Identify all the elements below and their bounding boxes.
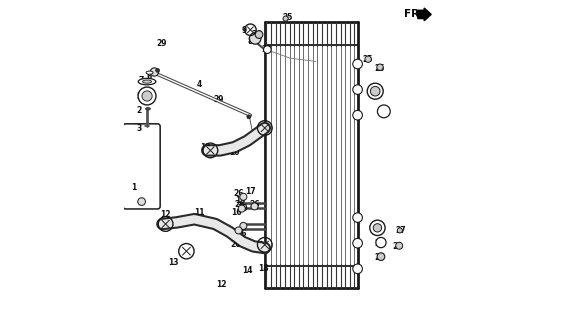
Text: 15: 15 xyxy=(236,196,246,204)
Ellipse shape xyxy=(143,80,152,83)
Circle shape xyxy=(235,227,242,234)
Text: 3: 3 xyxy=(137,124,142,132)
Circle shape xyxy=(247,115,250,119)
Text: 26: 26 xyxy=(235,200,245,209)
Text: 1: 1 xyxy=(131,183,136,192)
FancyBboxPatch shape xyxy=(123,124,160,209)
Ellipse shape xyxy=(145,108,151,110)
Text: 27: 27 xyxy=(395,226,406,235)
Text: 19: 19 xyxy=(370,87,381,96)
Text: 11: 11 xyxy=(194,208,204,217)
Circle shape xyxy=(397,228,402,233)
Ellipse shape xyxy=(146,71,153,74)
Text: 25: 25 xyxy=(362,55,373,64)
Circle shape xyxy=(251,203,258,210)
Text: 23: 23 xyxy=(261,45,272,54)
Circle shape xyxy=(396,242,403,249)
Circle shape xyxy=(353,238,362,248)
Circle shape xyxy=(238,205,245,212)
Circle shape xyxy=(370,86,380,96)
Circle shape xyxy=(370,220,385,236)
Circle shape xyxy=(156,68,160,72)
Text: 26: 26 xyxy=(236,229,247,238)
Circle shape xyxy=(353,110,362,120)
Circle shape xyxy=(353,264,362,274)
Text: 16: 16 xyxy=(231,208,242,217)
Text: 9: 9 xyxy=(241,26,247,35)
Circle shape xyxy=(249,33,261,44)
Circle shape xyxy=(142,91,152,101)
Text: 12: 12 xyxy=(240,138,251,147)
FancyArrow shape xyxy=(417,8,431,21)
Circle shape xyxy=(138,198,145,205)
Circle shape xyxy=(365,56,371,62)
Text: 22: 22 xyxy=(375,239,385,248)
Text: 2: 2 xyxy=(137,106,142,115)
Text: 12: 12 xyxy=(160,210,171,219)
Text: 28: 28 xyxy=(375,253,385,262)
Text: 6: 6 xyxy=(147,72,152,81)
Text: 7: 7 xyxy=(139,76,144,85)
Text: FR.: FR. xyxy=(404,9,423,20)
Text: 25: 25 xyxy=(375,64,385,73)
Text: 26: 26 xyxy=(233,189,244,198)
Text: 10: 10 xyxy=(229,148,240,156)
Text: 12: 12 xyxy=(201,143,211,152)
Text: 21: 21 xyxy=(392,242,403,251)
Text: 20: 20 xyxy=(371,224,382,233)
Circle shape xyxy=(240,193,247,200)
Circle shape xyxy=(353,85,362,94)
Text: 29: 29 xyxy=(157,39,167,48)
Circle shape xyxy=(255,31,263,38)
Circle shape xyxy=(264,46,271,53)
Circle shape xyxy=(353,213,362,222)
Circle shape xyxy=(373,224,382,232)
Text: 23: 23 xyxy=(378,108,389,116)
Text: 17: 17 xyxy=(245,188,256,196)
Circle shape xyxy=(378,105,390,118)
Circle shape xyxy=(283,16,288,21)
Text: 18: 18 xyxy=(258,264,269,273)
Text: 14: 14 xyxy=(242,266,252,275)
Text: 25: 25 xyxy=(282,13,293,22)
Circle shape xyxy=(377,64,383,70)
Text: 29: 29 xyxy=(213,95,224,104)
Text: 13: 13 xyxy=(168,258,179,267)
Circle shape xyxy=(138,87,156,105)
Circle shape xyxy=(240,222,247,229)
Text: 30: 30 xyxy=(237,204,248,212)
Circle shape xyxy=(151,68,158,76)
Circle shape xyxy=(376,237,386,248)
Text: 8: 8 xyxy=(248,37,253,46)
Text: 5: 5 xyxy=(137,92,142,100)
Text: 26: 26 xyxy=(231,240,241,249)
Text: 24: 24 xyxy=(252,30,262,39)
Text: 26: 26 xyxy=(249,200,260,209)
Circle shape xyxy=(353,59,362,69)
Ellipse shape xyxy=(138,78,156,85)
Circle shape xyxy=(367,83,383,99)
Text: 12: 12 xyxy=(216,280,227,289)
Circle shape xyxy=(377,253,385,260)
Text: 4: 4 xyxy=(197,80,202,89)
